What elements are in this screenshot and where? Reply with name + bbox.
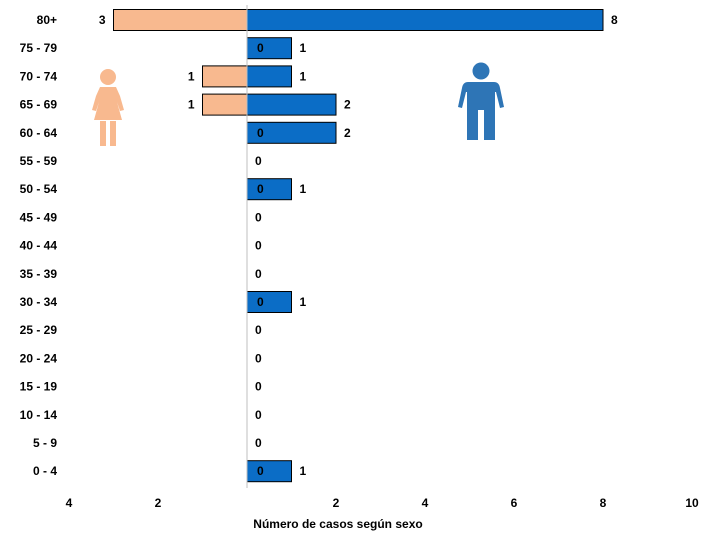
male-value-label: 0	[255, 351, 262, 365]
category-label: 10 - 14	[20, 408, 58, 422]
category-label: 35 - 39	[20, 267, 58, 281]
x-tick-label: 10	[685, 496, 699, 510]
male-value-label: 0	[255, 380, 262, 394]
x-tick-label: 2	[155, 496, 162, 510]
male-value-label: 0	[255, 210, 262, 224]
x-tick-label: 6	[511, 496, 518, 510]
woman-icon	[92, 69, 124, 146]
female-zero-label: 0	[257, 182, 264, 196]
male-value-label: 8	[611, 13, 618, 27]
female-value-label: 1	[188, 69, 195, 83]
male-value-label: 1	[300, 69, 307, 83]
male-value-label: 1	[300, 464, 307, 478]
category-label: 30 - 34	[20, 295, 58, 309]
male-value-label: 0	[255, 239, 262, 253]
male-bar	[246, 178, 292, 201]
category-label: 25 - 29	[20, 323, 58, 337]
male-value-label: 1	[300, 295, 307, 309]
category-label: 55 - 59	[20, 154, 58, 168]
x-tick-label: 2	[333, 496, 340, 510]
male-value-label: 2	[344, 98, 351, 112]
male-value-label: 2	[344, 126, 351, 140]
female-value-label: 1	[188, 98, 195, 112]
female-zero-label: 0	[257, 41, 264, 55]
category-label: 45 - 49	[20, 210, 58, 224]
female-bar	[202, 93, 248, 116]
x-tick-label: 8	[600, 496, 607, 510]
male-value-label: 1	[300, 41, 307, 55]
male-value-label: 0	[255, 408, 262, 422]
category-label: 50 - 54	[20, 182, 58, 196]
female-bar	[113, 9, 248, 31]
female-zero-label: 0	[257, 464, 264, 478]
female-zero-label: 0	[257, 295, 264, 309]
category-label: 40 - 44	[20, 239, 58, 253]
category-label: 20 - 24	[20, 351, 58, 365]
male-bar	[246, 65, 292, 88]
category-label: 80+	[37, 13, 57, 27]
category-label: 75 - 79	[20, 41, 58, 55]
male-value-label: 1	[300, 182, 307, 196]
x-tick-label: 4	[66, 496, 73, 510]
x-axis-title: Número de casos según sexo	[253, 517, 422, 531]
male-bar	[246, 291, 292, 313]
male-value-label: 0	[255, 323, 262, 337]
man-icon	[458, 62, 504, 140]
male-bar	[246, 460, 292, 483]
category-label: 0 - 4	[33, 464, 57, 478]
female-value-label: 3	[99, 13, 106, 27]
category-label: 65 - 69	[20, 98, 58, 112]
male-bar	[246, 37, 292, 60]
male-value-label: 0	[255, 267, 262, 281]
category-label: 15 - 19	[20, 380, 58, 394]
male-value-label: 0	[255, 436, 262, 450]
female-bar	[202, 65, 248, 88]
male-bar	[246, 93, 337, 116]
category-label: 5 - 9	[33, 436, 57, 450]
category-label: 60 - 64	[20, 126, 58, 140]
male-bar	[246, 9, 604, 31]
category-label: 70 - 74	[20, 69, 58, 83]
female-zero-label: 0	[257, 126, 264, 140]
x-tick-label: 4	[422, 496, 429, 510]
male-value-label: 0	[255, 154, 262, 168]
